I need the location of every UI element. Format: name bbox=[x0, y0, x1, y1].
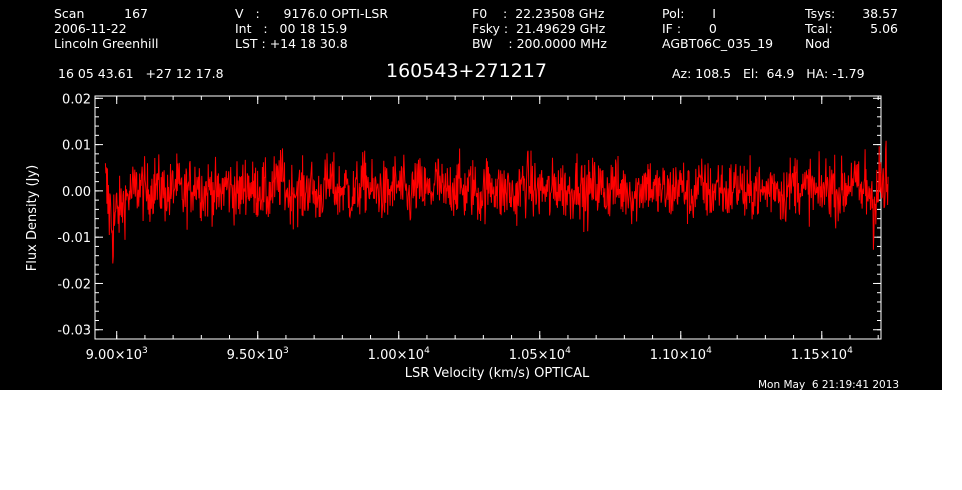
x-tick-labels: 9.00×103 9.50×103 1.00×104 1.05×104 1.10×104… bbox=[86, 346, 853, 363]
spectrum-chart: 0.02 0.01 0.00 -0.01 -0.02 -0.03 9.00×103 9.50… bbox=[25, 92, 889, 381]
header-project-line: AGBT06C_035_19 bbox=[662, 36, 774, 51]
header-bw-line: BW : 200.0000 MHz bbox=[472, 36, 607, 51]
x-tick-label: 1.15×104 bbox=[791, 346, 853, 363]
header-date-line: 2006-11-22 bbox=[54, 21, 127, 36]
x-axis-label: LSR Velocity (km/s) OPTICAL bbox=[405, 366, 590, 381]
source-name: 160543+271217 bbox=[386, 60, 547, 82]
header-f0-line: F0 : 22.23508 GHz bbox=[472, 6, 605, 21]
x-tick-label: 1.00×104 bbox=[368, 346, 430, 363]
timestamp: Mon May 6 21:19:41 2013 bbox=[758, 379, 900, 390]
header-tcal-label: Tcal: bbox=[805, 21, 833, 36]
header-observer-line: Lincoln Greenhill bbox=[54, 36, 159, 51]
y-tick-label: 0.01 bbox=[62, 139, 91, 154]
header-tsys-label: Tsys: bbox=[805, 6, 836, 21]
header-coords: 16 05 43.61 +27 12 17.8 bbox=[58, 66, 224, 81]
y-tick-label: -0.03 bbox=[57, 324, 91, 339]
header-scan-line: Scan 167 bbox=[54, 6, 148, 21]
spectrum-series-line bbox=[104, 140, 889, 264]
header-velocity-line: V : 9176.0 OPTI-LSR bbox=[235, 6, 389, 21]
y-tick-labels: 0.02 0.01 0.00 -0.01 -0.02 -0.03 bbox=[57, 92, 91, 338]
x-tick-label: 9.50×103 bbox=[227, 346, 289, 363]
plot-panel: Scan 167 2006-11-22 Lincoln Greenhill V … bbox=[0, 0, 942, 390]
header-azel: Az: 108.5 El: 64.9 HA: -1.79 bbox=[672, 66, 865, 81]
axis-ticks bbox=[95, 96, 881, 340]
header-if-line: IF : 0 bbox=[662, 21, 717, 36]
y-axis-label: Flux Density (Jy) bbox=[25, 165, 40, 271]
y-tick-label: -0.01 bbox=[57, 231, 91, 246]
y-tick-label: 0.02 bbox=[62, 92, 91, 107]
plot-frame bbox=[94, 95, 882, 340]
x-tick-label: 1.10×104 bbox=[650, 346, 712, 363]
x-tick-label: 9.00×103 bbox=[86, 346, 148, 363]
header-nod-label: Nod bbox=[805, 36, 830, 51]
header-tsys-value: 38.57 bbox=[862, 6, 898, 21]
x-tick-label: 1.05×104 bbox=[509, 346, 571, 363]
y-tick-label: -0.02 bbox=[57, 277, 91, 292]
header-pol-line: Pol: I bbox=[662, 6, 716, 21]
header-lst-line: LST : +14 18 30.8 bbox=[235, 36, 348, 51]
header-tcal-value: 5.06 bbox=[870, 21, 898, 36]
header-int-line: Int : 00 18 15.9 bbox=[235, 21, 348, 36]
y-tick-label: 0.00 bbox=[62, 185, 91, 200]
header-fsky-line: Fsky : 21.49629 GHz bbox=[472, 21, 606, 36]
